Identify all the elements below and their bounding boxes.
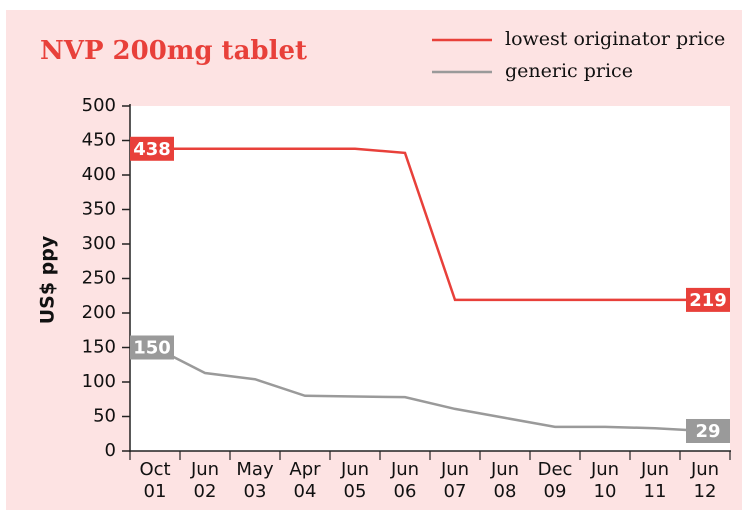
x-tick-label: Jun 08	[490, 459, 520, 502]
y-axis-label: US$ ppy	[37, 235, 59, 324]
x-tick-label: Jun 12	[690, 459, 720, 502]
value-label: 219	[689, 290, 727, 311]
y-tick-label: 0	[105, 440, 116, 461]
x-tick-label: Jun 11	[640, 459, 670, 502]
y-tick-label: 450	[82, 130, 116, 151]
y-tick-label: 250	[82, 268, 116, 289]
value-label-box	[686, 418, 730, 443]
value-label: 438	[133, 139, 171, 160]
y-tick-label: 200	[82, 302, 116, 323]
x-tick-label: Jun 05	[340, 459, 370, 502]
x-tick-label: Jun 06	[390, 459, 420, 502]
y-tick-label: 500	[82, 95, 116, 116]
x-tick-label: Jun 10	[590, 459, 620, 502]
x-tick-label: Apr 04	[289, 459, 321, 502]
value-label-box	[686, 287, 730, 312]
series-line	[155, 147, 705, 302]
x-tick-label: Oct 01	[139, 459, 171, 502]
y-tick-label: 350	[82, 199, 116, 220]
x-tick-label: Jun 07	[440, 459, 470, 502]
y-tick-label: 150	[82, 337, 116, 358]
value-label-box	[130, 136, 174, 161]
y-tick-label: 50	[93, 406, 116, 427]
value-label-box	[130, 335, 174, 360]
series-line	[154, 346, 706, 433]
legend-label: lowest originator price	[505, 28, 725, 50]
plot-area	[130, 106, 730, 451]
value-label: 150	[133, 338, 171, 359]
value-label: 29	[695, 421, 720, 442]
legend-label: generic price	[505, 60, 633, 82]
x-tick-label: Dec 09	[537, 459, 573, 502]
y-tick-label: 300	[82, 233, 116, 254]
x-tick-label: May 03	[236, 459, 274, 502]
chart-title: NVP 200mg tablet	[40, 36, 307, 66]
y-tick-label: 100	[82, 371, 116, 392]
y-tick-label: 400	[82, 164, 116, 185]
x-tick-label: Jun 02	[190, 459, 220, 502]
